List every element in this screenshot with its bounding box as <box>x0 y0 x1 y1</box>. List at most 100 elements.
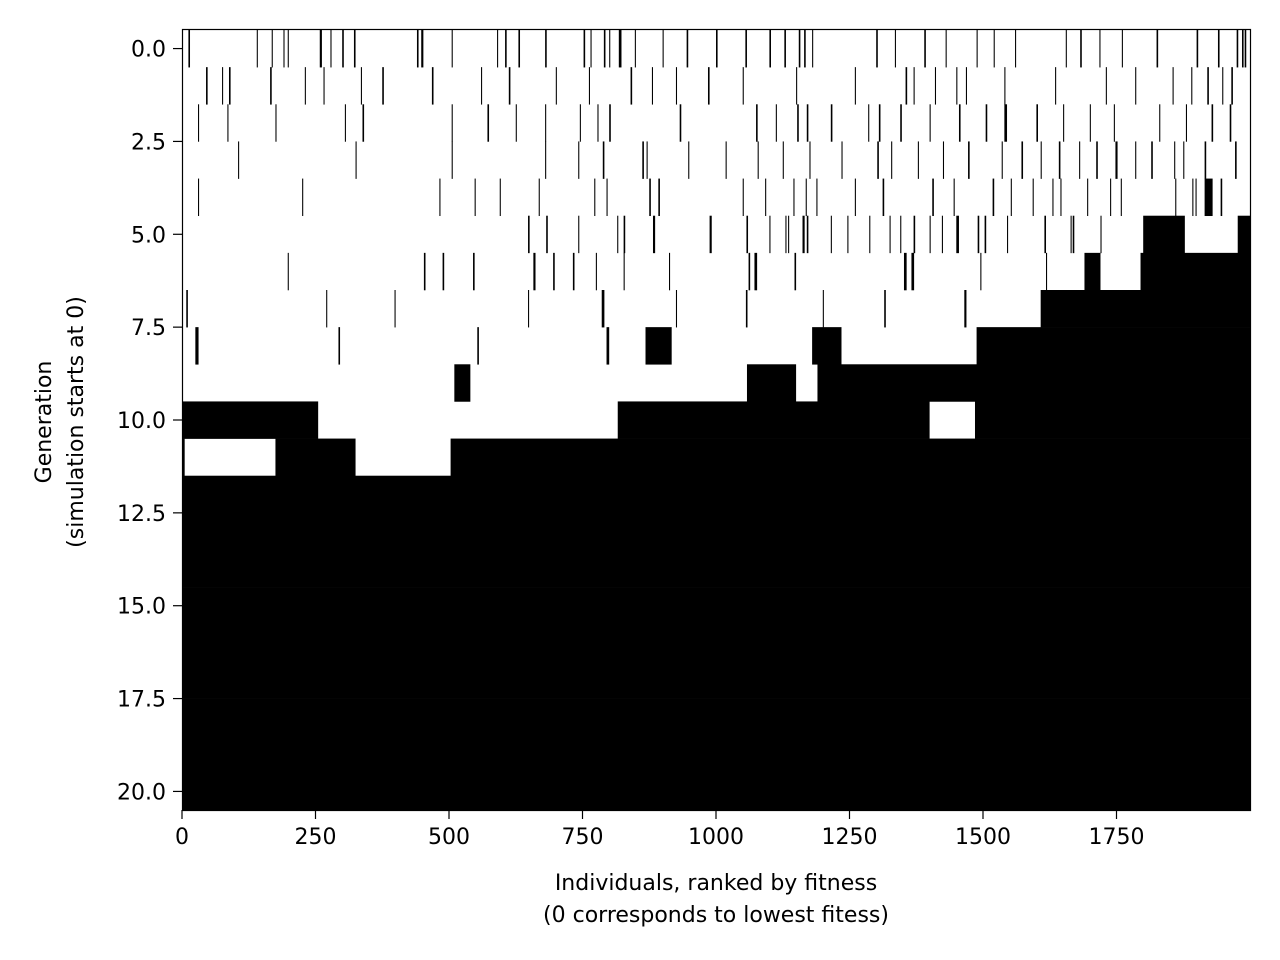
heatmap-cell <box>784 30 786 68</box>
heatmap-cell <box>869 215 871 254</box>
heatmap-cell <box>451 141 453 179</box>
heatmap-cell <box>1115 141 1118 179</box>
heatmap-cell <box>725 141 727 179</box>
heatmap-cell <box>976 327 1250 365</box>
heatmap-cell <box>1236 30 1239 68</box>
heatmap-cell <box>746 364 797 402</box>
heatmap-cell <box>528 215 530 254</box>
heatmap-cell <box>623 252 625 291</box>
heatmap-cells <box>182 30 1251 811</box>
heatmap-cell <box>1172 67 1174 105</box>
y-tick-label: 17.5 <box>117 688 166 713</box>
heatmap-cell <box>1087 178 1089 217</box>
heatmap-cell <box>338 327 341 365</box>
heatmap-cell <box>609 30 611 68</box>
heatmap-cell <box>182 550 1250 588</box>
heatmap-cell <box>802 215 805 254</box>
heatmap-cell <box>847 215 849 254</box>
heatmap-cell <box>1004 104 1008 142</box>
heatmap-cell <box>1058 141 1061 179</box>
heatmap-cell <box>785 215 787 254</box>
heatmap-cell <box>603 30 606 68</box>
heatmap-cell <box>287 30 289 68</box>
heatmap-cell <box>769 215 771 254</box>
heatmap-cell <box>1046 252 1048 291</box>
heatmap-cell <box>841 141 843 179</box>
heatmap-cell <box>533 252 536 291</box>
heatmap-cell <box>911 252 915 291</box>
heatmap-cell <box>583 30 586 68</box>
heatmap-cell <box>275 104 277 142</box>
y-tick-label: 5.0 <box>131 223 166 248</box>
heatmap-cell <box>649 178 651 217</box>
heatmap-cell <box>606 178 608 217</box>
heatmap-cell <box>686 30 689 68</box>
heatmap-cell <box>984 215 987 254</box>
x-axis: 0 250 500 750 1000 1250 1500 1750 <box>175 810 1145 850</box>
heatmap-cell <box>976 30 978 68</box>
heatmap-cell <box>360 67 362 105</box>
heatmap-cell <box>675 290 678 328</box>
heatmap-cell <box>945 30 947 68</box>
x-tick-label: 1750 <box>1089 825 1145 850</box>
heatmap-cell <box>451 30 453 68</box>
heatmap-cell <box>822 290 824 328</box>
y-axis-label-line-1: Generation <box>32 361 57 484</box>
heatmap-cell <box>1121 30 1123 68</box>
heatmap-cell <box>889 215 891 254</box>
heatmap-cell <box>1204 178 1213 217</box>
x-tick-label: 750 <box>562 825 604 850</box>
heatmap-cell <box>595 252 597 291</box>
heatmap-cell <box>545 104 547 142</box>
heatmap-cell <box>917 141 919 179</box>
heatmap-cell <box>538 178 540 217</box>
heatmap-cell <box>968 141 970 179</box>
heatmap-cell <box>929 215 931 254</box>
heatmap-cell <box>304 67 306 105</box>
heatmap-cell <box>601 290 605 328</box>
heatmap-cell <box>182 438 185 477</box>
heatmap-cell <box>716 30 718 68</box>
heatmap-cell <box>275 438 356 477</box>
heatmap-cell <box>287 252 289 291</box>
x-tick-label: 1250 <box>822 825 878 850</box>
heatmap-cell <box>1040 290 1250 328</box>
heatmap-cell <box>283 30 285 68</box>
heatmap-cell <box>198 104 200 142</box>
heatmap-cell <box>1237 215 1250 254</box>
heatmap-cell <box>894 30 896 68</box>
heatmap-cell <box>362 104 365 142</box>
heatmap-cell <box>505 30 507 68</box>
heatmap-cell <box>497 30 499 68</box>
heatmap-cell <box>868 104 870 142</box>
heatmap-cell <box>876 30 878 68</box>
heatmap-cell <box>1207 67 1209 105</box>
heatmap-cell <box>1055 67 1057 105</box>
heatmap-cell <box>545 30 547 68</box>
y-axis: 0.0 2.5 5.0 7.5 10.0 12.5 15.0 17.5 20.0 <box>117 38 182 805</box>
heatmap-cell <box>594 178 596 217</box>
heatmap-cell <box>756 104 758 142</box>
heatmap-cell <box>186 290 188 328</box>
heatmap-cell <box>1217 30 1220 68</box>
heatmap-cell <box>1089 104 1091 142</box>
heatmap-cell <box>669 252 671 291</box>
heatmap-cell <box>830 215 832 254</box>
heatmap-cell <box>745 290 748 328</box>
heatmap-cell <box>1060 178 1062 217</box>
heatmap-cell <box>630 67 633 105</box>
heatmap-cell <box>651 67 653 105</box>
heatmap-cell <box>439 178 441 217</box>
heatmap-cell <box>1040 141 1042 179</box>
heatmap-cell <box>679 104 682 142</box>
heatmap-cell <box>652 215 656 254</box>
heatmap-cell <box>1036 104 1038 142</box>
heatmap-cell <box>597 104 599 142</box>
heatmap-cell <box>182 624 1250 662</box>
heatmap-cell <box>1235 141 1237 179</box>
heatmap-cell <box>806 104 809 142</box>
heatmap-cell <box>793 178 795 217</box>
heatmap-cell <box>956 67 958 105</box>
heatmap-cell <box>796 67 798 105</box>
heatmap-cell <box>817 364 1250 402</box>
